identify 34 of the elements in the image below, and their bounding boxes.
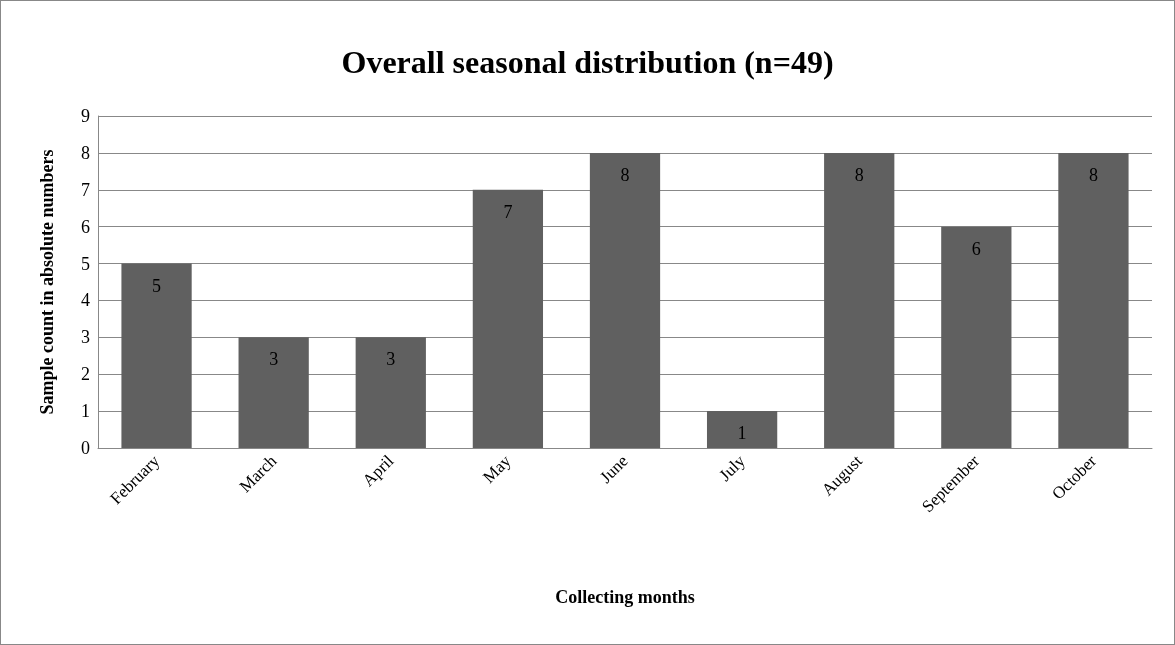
data-label: 8 <box>854 164 864 185</box>
y-tick-label: 2 <box>81 364 90 385</box>
bar <box>238 337 309 448</box>
y-axis-title: Sample count in absolute numbers <box>37 149 57 415</box>
y-tick-label: 6 <box>81 216 90 237</box>
bar <box>589 152 661 448</box>
x-tick-label: May <box>479 450 515 487</box>
y-tick-label: 7 <box>81 179 90 200</box>
data-label: 3 <box>386 349 396 370</box>
data-label: 8 <box>620 164 630 185</box>
y-tick-label: 0 <box>81 438 90 458</box>
bar <box>355 337 426 448</box>
y-tick-label: 4 <box>81 290 90 311</box>
y-tick-label: 9 <box>81 106 90 126</box>
y-tick-label: 3 <box>81 327 90 348</box>
x-axis-title: Collecting months <box>555 587 695 607</box>
data-label: 1 <box>737 423 747 444</box>
y-tick-label: 5 <box>81 253 90 274</box>
bar <box>824 152 895 448</box>
chart-title: Overall seasonal distribution (n=49) <box>341 44 834 80</box>
data-label: 6 <box>971 238 981 259</box>
bar <box>1058 152 1129 448</box>
x-tick-label: June <box>596 451 632 487</box>
data-label: 5 <box>152 275 162 296</box>
data-label: 3 <box>269 349 279 370</box>
x-tick-label: July <box>715 450 750 485</box>
y-tick-label: 1 <box>81 401 90 422</box>
data-label: 7 <box>503 201 513 222</box>
bar <box>941 226 1012 448</box>
bar <box>472 189 544 448</box>
bar <box>706 411 778 448</box>
y-tick-label: 8 <box>81 142 90 163</box>
bar <box>121 263 192 448</box>
data-label: 8 <box>1088 164 1098 185</box>
